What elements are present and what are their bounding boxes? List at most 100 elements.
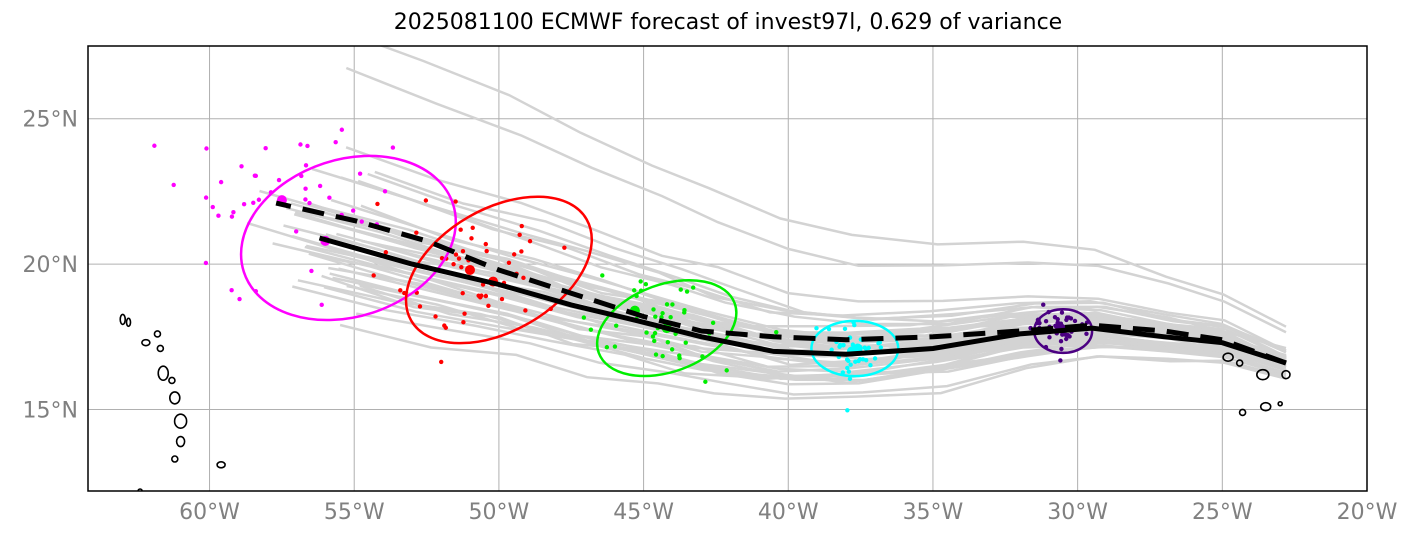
position-point [848,362,853,367]
position-point [252,173,258,178]
ensemble-track [332,276,1287,381]
position-point [860,357,866,362]
island-outline [216,461,226,469]
position-point [683,340,688,345]
position-point [690,285,696,290]
position-point [847,376,853,382]
position-point [523,308,528,313]
position-point [1055,317,1060,322]
position-point [350,208,356,213]
y-tick-label: 20°N [23,253,78,278]
island-outline [1238,408,1247,417]
island-outline [125,317,132,328]
position-point [1064,336,1069,342]
position-point [462,311,467,316]
x-tick-label: 30°W [1047,500,1108,525]
ensemble-tracks [246,46,1287,400]
position-point [327,195,332,200]
position-point [469,236,474,241]
position-point [862,345,867,350]
position-point [229,287,234,293]
position-point [417,304,423,309]
position-point [319,302,324,308]
position-point [293,229,299,234]
position-point [460,249,466,254]
spread-ellipses [239,154,1094,378]
ensemble-track [355,312,1287,396]
position-point [652,338,657,344]
island-outline [137,488,143,491]
position-point [829,347,834,352]
position-point [1072,318,1078,324]
position-point [483,293,489,299]
position-point [263,146,268,151]
position-point [612,344,618,349]
position-point [1084,331,1089,336]
grid-lines [88,46,1368,491]
island-outline [1281,369,1291,380]
position-point [237,296,242,302]
island-outline [157,365,170,382]
position-point [375,201,380,207]
ensemble-track [346,284,1287,386]
position-point [846,358,851,363]
island-outline [168,376,176,385]
position-point [317,183,323,189]
position-point [678,287,683,292]
position-point [499,296,505,302]
position-point [517,232,522,237]
position-point [460,290,465,296]
position-point [204,146,209,151]
position-point [303,163,309,168]
position-point [527,238,533,244]
position-point [299,173,304,179]
position-point [390,145,396,150]
position-point [483,241,488,247]
position-point [241,201,247,207]
position-point [251,200,256,205]
position-point [458,227,463,232]
position-point [588,327,594,332]
position-point [677,356,682,361]
position-point [1061,332,1067,337]
position-point [1041,302,1046,307]
position-point [814,326,819,331]
island-outline [141,338,151,347]
chart-title: 2025081100 ECMWF forecast of invest97l, … [393,10,1063,35]
position-point [256,197,262,202]
position-point [644,330,649,335]
position-point [1037,320,1042,326]
position-point [152,143,157,148]
position-point [845,365,850,371]
position-point [521,275,526,281]
y-tick-label: 15°N [23,399,78,424]
position-point [511,252,517,257]
position-point [298,142,303,147]
position-point [303,197,308,202]
island-outline [1235,359,1244,367]
island-outline [175,435,186,448]
x-tick-label: 20°W [1337,500,1398,525]
island-outline [169,391,181,405]
position-point [724,368,729,373]
position-point [638,279,643,284]
position-point [357,171,363,176]
x-tick-label: 40°W [758,500,819,525]
position-point [456,256,462,261]
position-point [665,339,671,345]
position-point [453,252,459,257]
position-point [333,139,338,145]
position-point [856,358,861,364]
position-point [383,250,389,255]
position-point [653,352,659,357]
position-point [660,311,665,316]
position-point [670,302,675,307]
position-point [774,330,779,335]
island-outline [1259,401,1272,412]
spread-ellipse [404,195,594,345]
position-point [359,219,364,224]
x-tick-label: 25°W [1192,500,1253,525]
position-point [382,189,388,194]
position-point [484,248,489,254]
mean-track-solid [318,235,1287,366]
